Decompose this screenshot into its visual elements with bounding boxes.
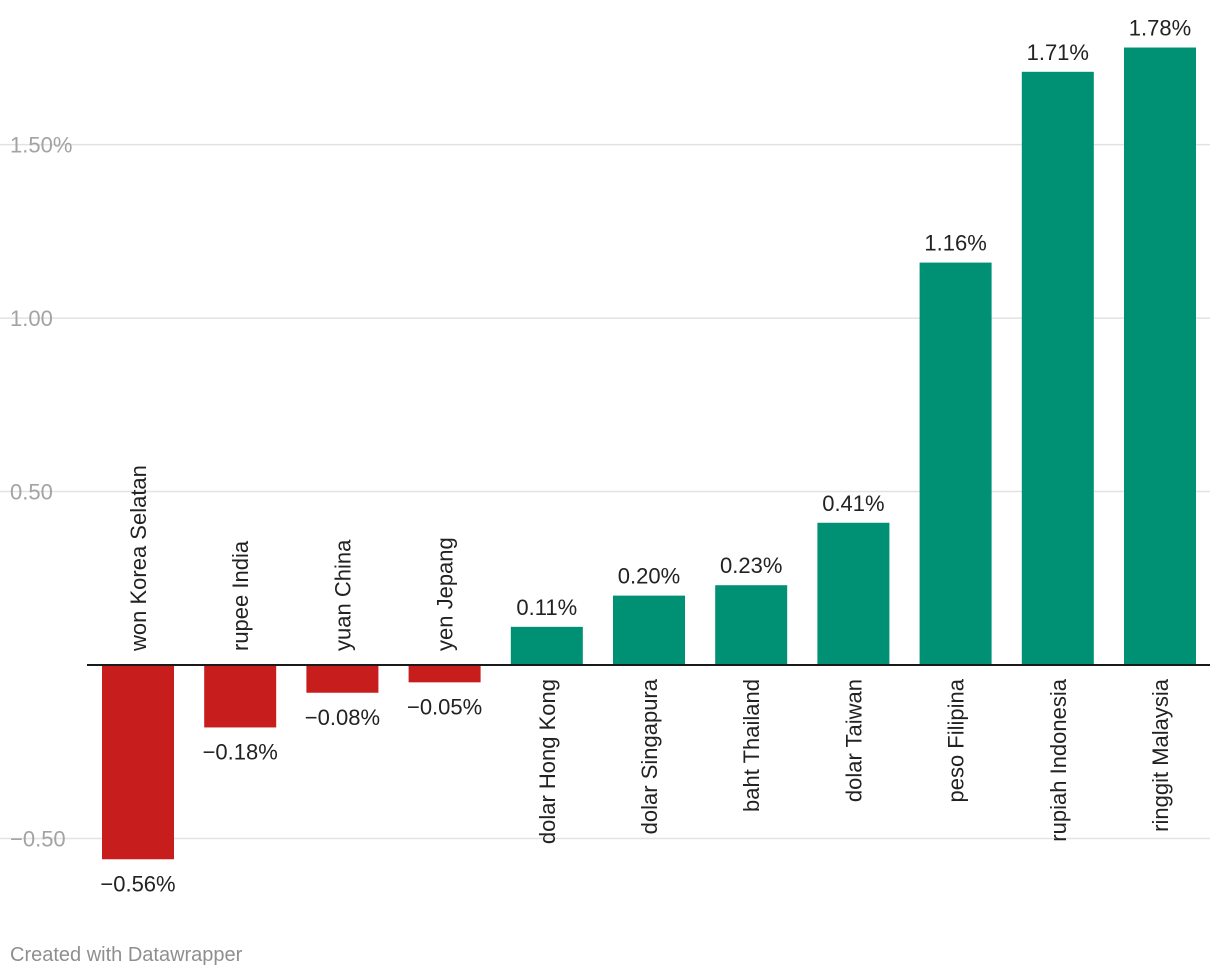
value-label: 0.23% bbox=[720, 553, 782, 578]
value-label: −0.08% bbox=[305, 705, 380, 730]
y-tick-label: −0.50 bbox=[10, 826, 66, 851]
bar bbox=[919, 262, 992, 665]
category-label: ringgit Malaysia bbox=[1148, 678, 1173, 832]
labels: 1.50% 1.00 0.50 −0.50 −0.56% won Korea Selata… bbox=[10, 16, 1191, 897]
bar bbox=[715, 585, 788, 665]
y-tick-label: 0.50 bbox=[10, 480, 53, 505]
category-label: dolar Taiwan bbox=[841, 679, 866, 802]
y-tick-label: 1.00 bbox=[10, 306, 53, 331]
category-label: dolar Singapura bbox=[637, 678, 662, 834]
bar bbox=[102, 665, 174, 860]
value-label: −0.56% bbox=[100, 871, 175, 896]
category-label: yuan China bbox=[330, 539, 355, 651]
bar bbox=[408, 665, 481, 683]
value-label: 0.11% bbox=[516, 595, 577, 620]
category-label: yen Jepang bbox=[433, 537, 458, 651]
bar bbox=[204, 665, 277, 728]
gridlines bbox=[0, 143, 1210, 840]
bar bbox=[817, 522, 890, 665]
bar bbox=[1124, 47, 1196, 665]
bar bbox=[613, 595, 685, 665]
category-label: dolar Hong Kong bbox=[535, 679, 560, 844]
value-label: −0.05% bbox=[407, 694, 482, 719]
bars bbox=[102, 47, 1196, 860]
value-label: 0.41% bbox=[822, 491, 884, 516]
value-label: 0.20% bbox=[618, 564, 680, 589]
value-label: 1.71% bbox=[1027, 40, 1089, 65]
category-label: peso Filipina bbox=[944, 678, 969, 802]
y-tick-label: 1.50% bbox=[10, 133, 72, 158]
value-label: −0.18% bbox=[203, 739, 278, 764]
bar bbox=[1021, 71, 1094, 665]
category-label: baht Thailand bbox=[739, 679, 764, 812]
category-label: rupiah Indonesia bbox=[1046, 678, 1071, 841]
category-label: rupee India bbox=[228, 540, 253, 651]
value-label: 1.16% bbox=[924, 231, 986, 256]
bar bbox=[510, 626, 583, 665]
bar bbox=[306, 665, 379, 693]
value-label: 1.78% bbox=[1129, 16, 1191, 41]
credit-footer: Created with Datawrapper bbox=[10, 944, 243, 966]
category-label: won Korea Selatan bbox=[126, 465, 151, 652]
